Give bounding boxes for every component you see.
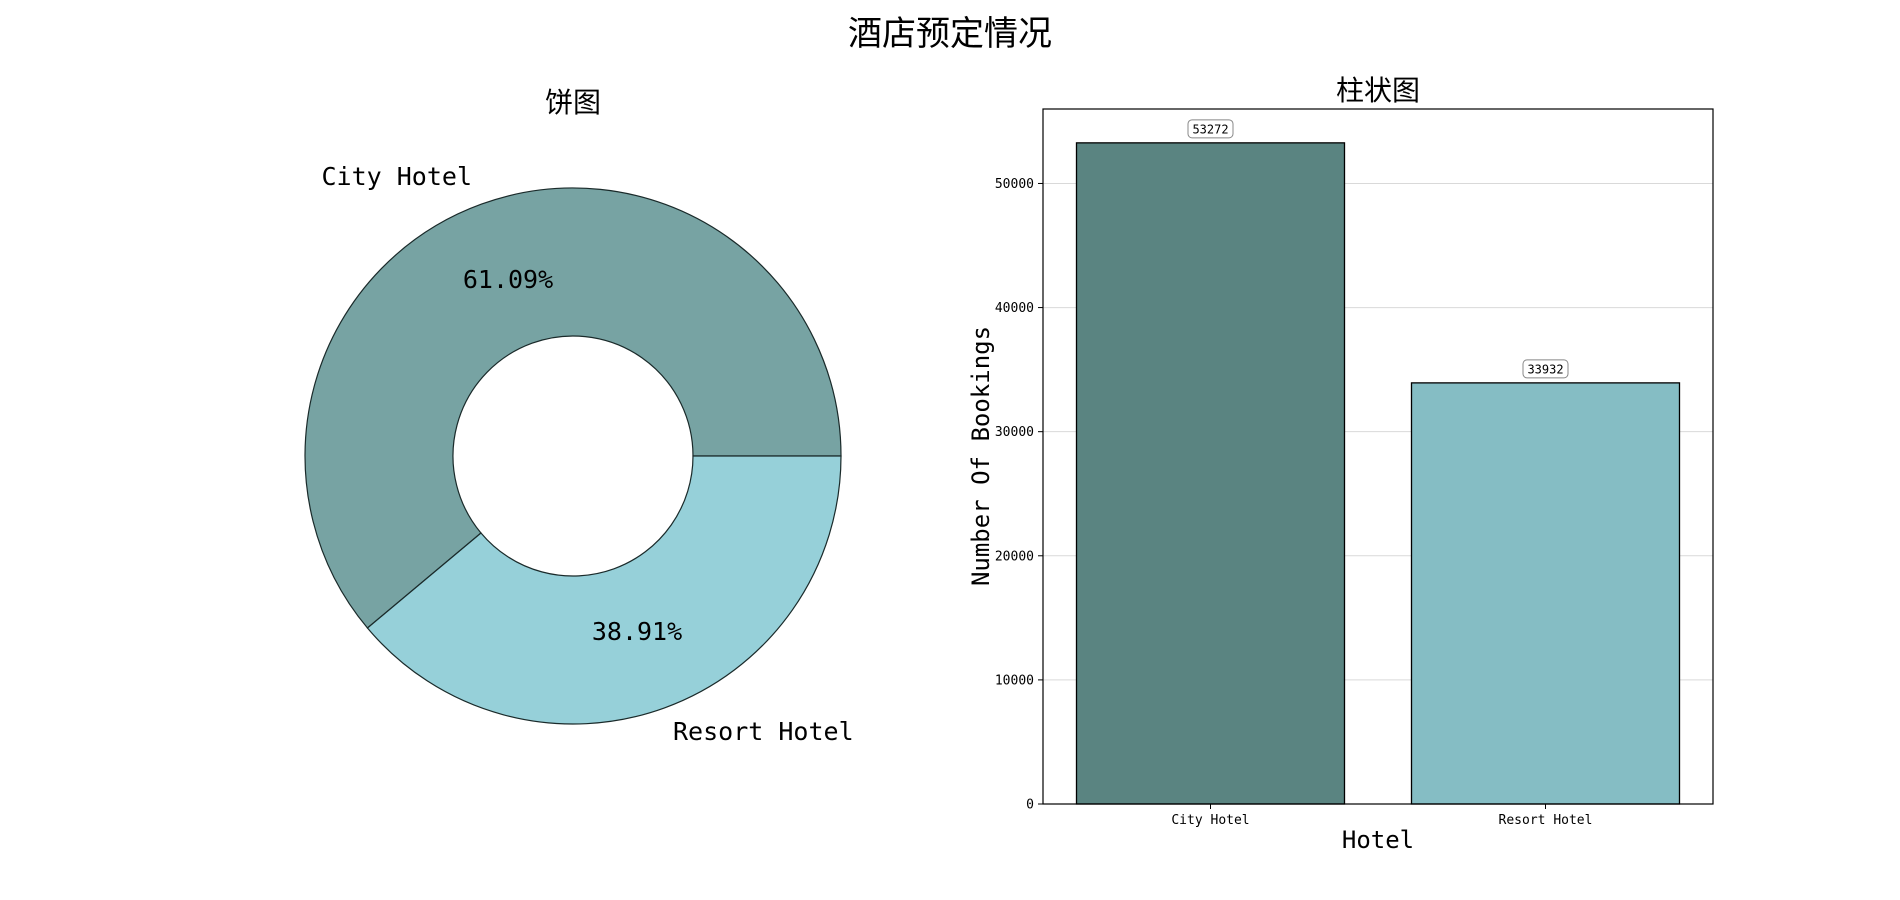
pie-label-resort-hotel: Resort Hotel [673,717,854,746]
pie-slice-resort-hotel [366,455,842,725]
pie-labels: City Hotel Resort Hotel 61.09% 38.91% [321,162,853,746]
pie-label-city-hotel: City Hotel [321,162,472,191]
bar-x-ticks: City Hotel Resort Hotel [1171,804,1592,828]
bar-bars [1075,142,1681,805]
pie-chart: 饼图 City Hotel Resort Hotel 61.09% 38.91% [304,86,854,746]
bar-y-axis-label: Number Of Bookings [967,326,995,586]
figure-title: 酒店预定情况 [848,14,1052,54]
bar-y-tick-label: 20000 [995,549,1034,564]
bar-y-ticks: 0 10000 20000 30000 40000 50000 [995,177,1043,813]
bar-x-tick-label-city-hotel: City Hotel [1171,813,1249,828]
bar-y-tick-label: 40000 [995,301,1034,316]
bar-value-label-resort-hotel: 33932 [1527,362,1563,376]
bar-x-axis-label: Hotel [1342,826,1414,854]
bar-value-label-city-hotel: 53272 [1192,122,1228,136]
bar-y-tick-label: 10000 [995,673,1034,688]
bar-y-tick-label: 30000 [995,425,1034,440]
bar-resort-hotel [1410,382,1681,805]
pie-title: 饼图 [545,86,601,119]
pie-slice-city-hotel [304,187,842,629]
pie-pct-resort-hotel: 38.91% [592,617,682,646]
pie-pct-city-hotel: 61.09% [463,265,553,294]
bar-value-box [1522,359,1569,379]
pie-slices [304,187,842,725]
bar-title: 柱状图 [1336,74,1420,107]
bar-y-tick-label: 0 [1026,798,1034,813]
bar-value-labels: 53272 33932 [1187,119,1569,379]
bar-value-box [1187,119,1234,139]
bar-chart: 柱状图 0 10000 20000 30000 40000 50000 City Hote… [967,74,1714,854]
bar-city-hotel [1075,142,1346,805]
bar-plot-frame [1042,108,1714,805]
bar-y-tick-label: 50000 [995,177,1034,192]
bar-x-tick-label-resort-hotel: Resort Hotel [1499,813,1593,828]
